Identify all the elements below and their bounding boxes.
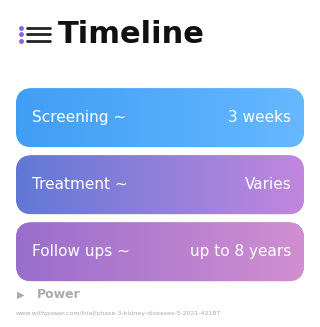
FancyBboxPatch shape xyxy=(16,88,304,147)
Text: Treatment ~: Treatment ~ xyxy=(32,177,128,192)
Text: Follow ups ~: Follow ups ~ xyxy=(32,244,130,259)
FancyBboxPatch shape xyxy=(16,155,304,214)
Text: Varies: Varies xyxy=(244,177,291,192)
Text: Timeline: Timeline xyxy=(58,20,204,49)
Text: ▶: ▶ xyxy=(17,289,25,299)
FancyBboxPatch shape xyxy=(16,222,304,281)
Text: 3 weeks: 3 weeks xyxy=(228,110,291,125)
Text: www.withpower.com/trial/phase-3-kidney-diseases-5-2021-42187: www.withpower.com/trial/phase-3-kidney-d… xyxy=(16,311,221,317)
Text: Screening ~: Screening ~ xyxy=(32,110,126,125)
Text: Power: Power xyxy=(37,288,81,301)
Text: up to 8 years: up to 8 years xyxy=(190,244,291,259)
